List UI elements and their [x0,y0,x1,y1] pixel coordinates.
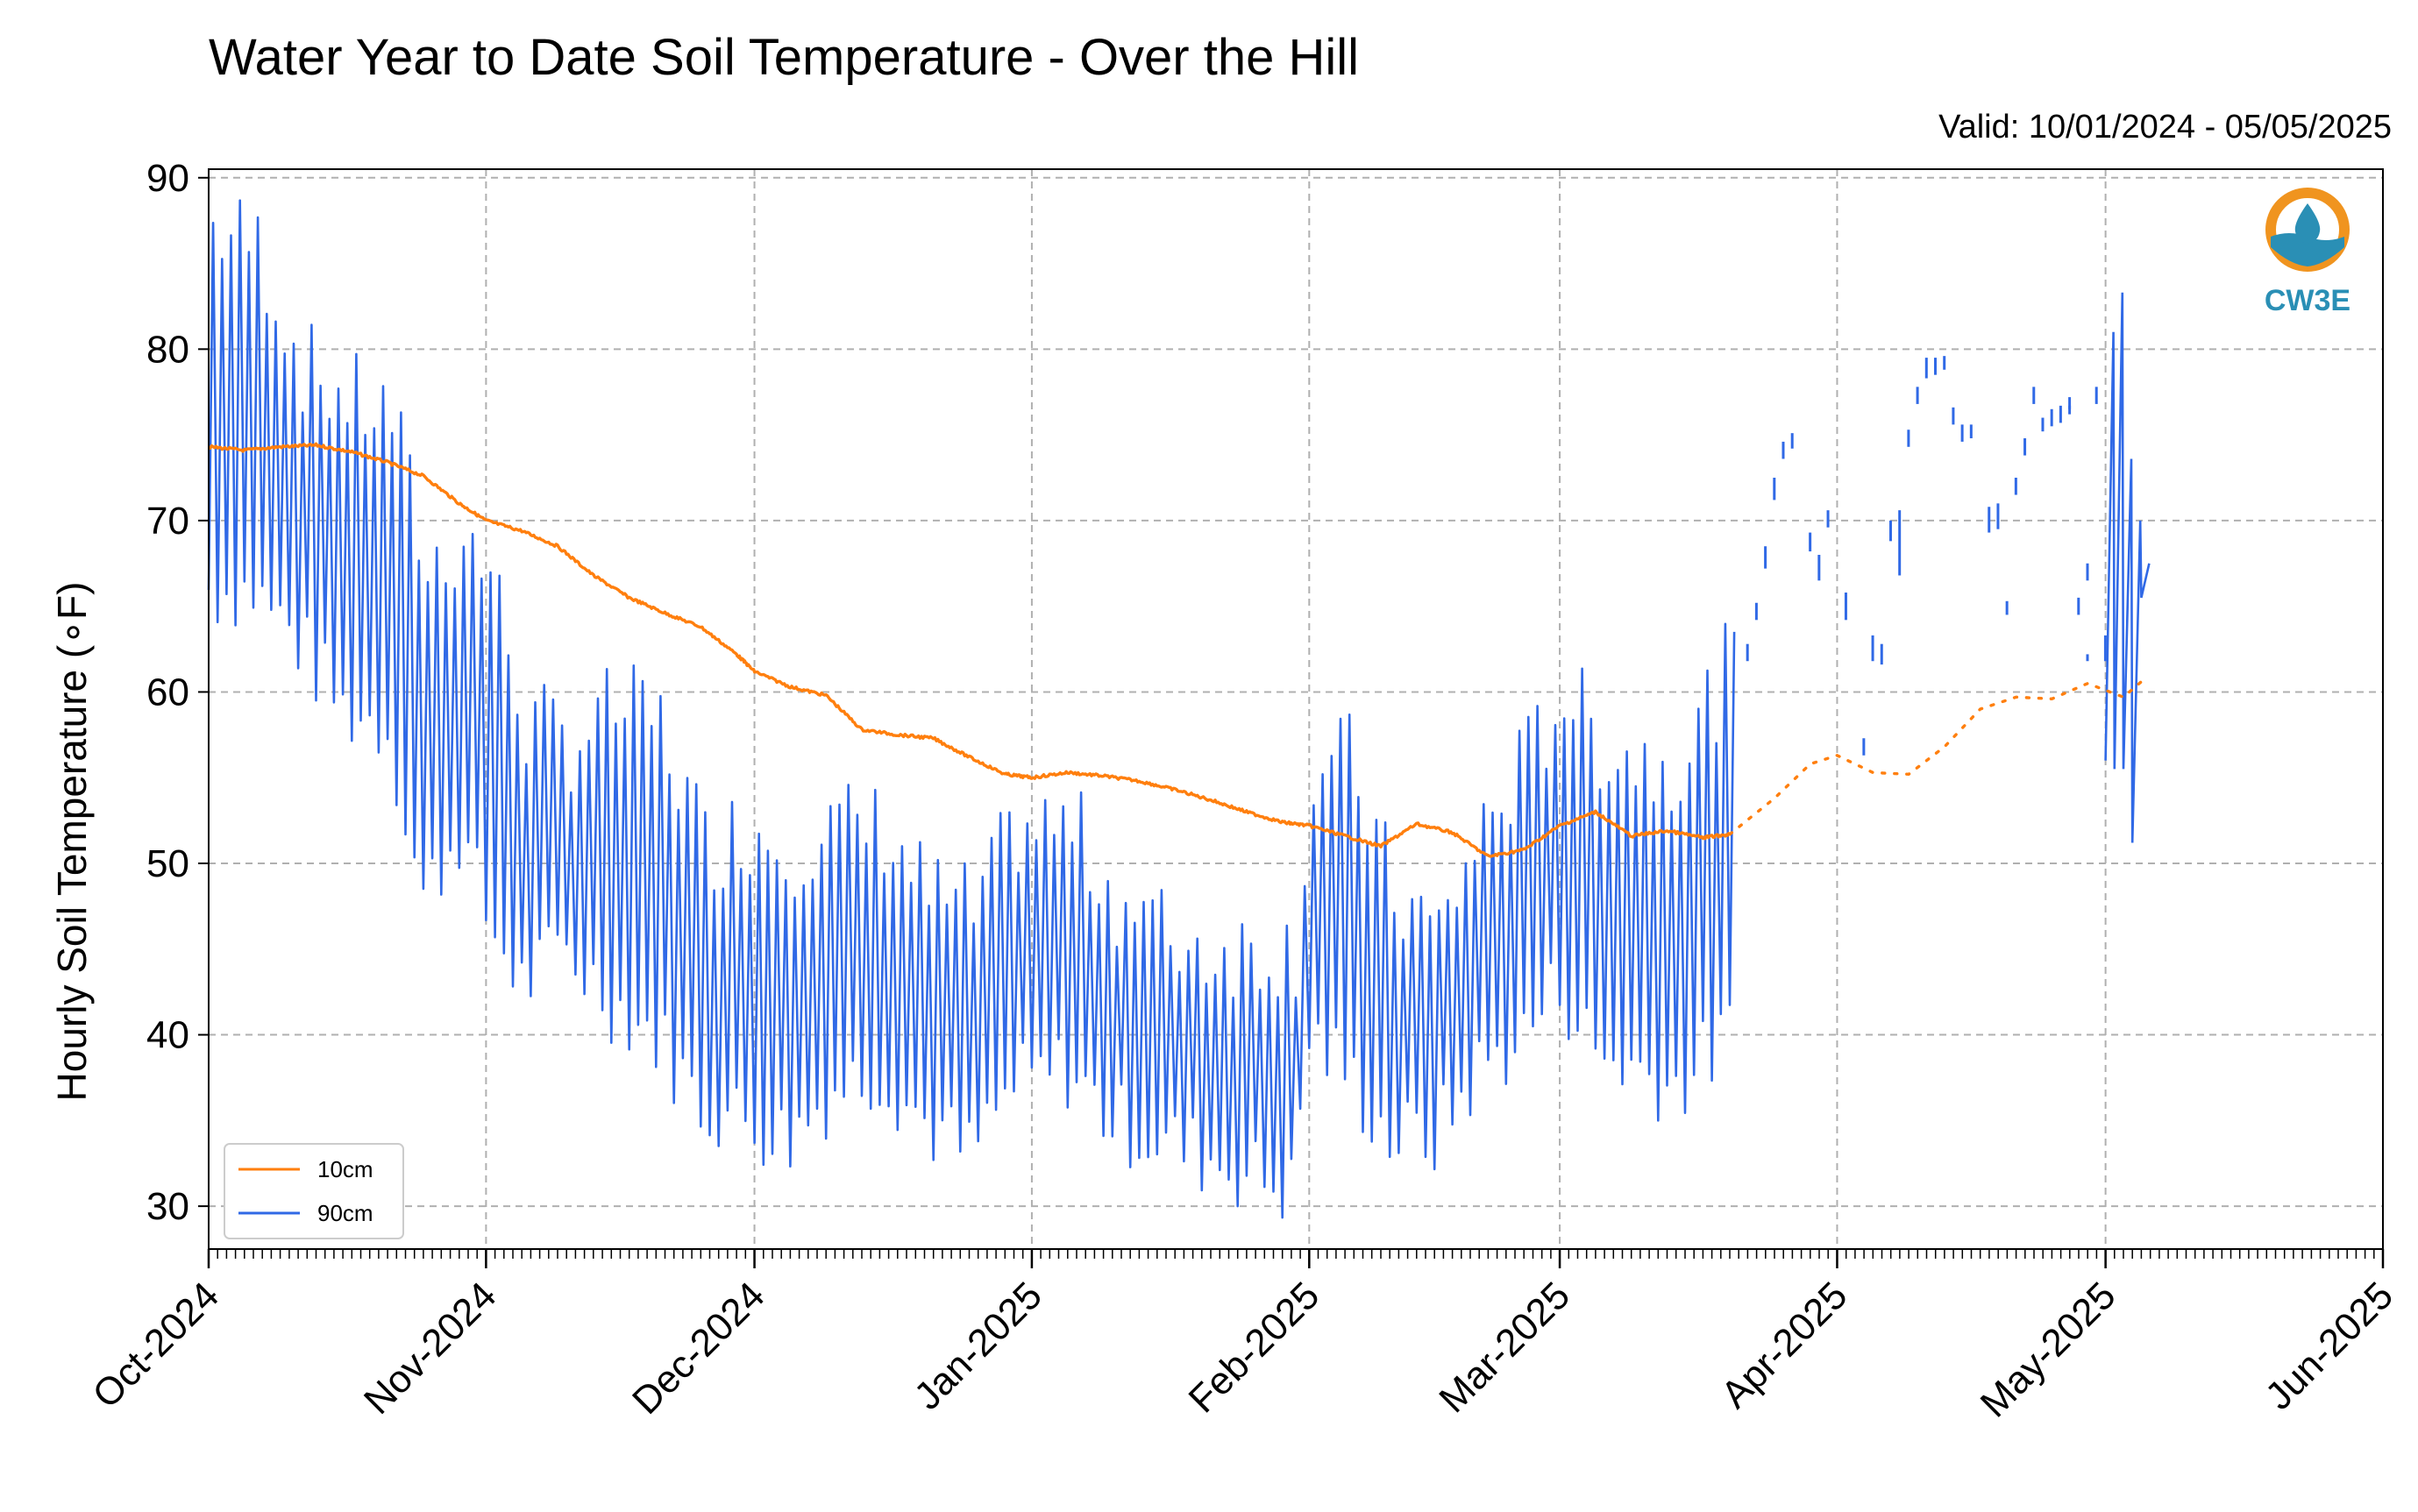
x-tick-label: Oct-2024 [84,1274,227,1416]
x-tick-label: Mar-2025 [1431,1274,1578,1421]
axes-frame [208,168,2384,1250]
y-tick-label: 40 [146,1014,189,1057]
y-tick-label: 80 [146,328,189,371]
cw3e-logo: CW3E [2265,188,2350,317]
y-tick-label: 50 [146,842,189,885]
x-tick-label: Apr-2025 [1713,1274,1856,1416]
legend-box [224,1143,404,1239]
x-minor-ticks [208,1249,2384,1259]
chart-subtitle: Valid: 10/01/2024 - 05/05/2025 [1938,109,2392,146]
x-tick-label: Jan-2025 [907,1274,1050,1417]
y-tick-label: 60 [146,671,189,713]
x-tick-label: Dec-2024 [624,1274,773,1423]
series-10cm-dotted [1728,680,2144,836]
x-tick-label: Feb-2025 [1181,1274,1328,1421]
series-90cm-burst [2104,292,2151,843]
x-tick-label: Jun-2025 [2258,1274,2401,1417]
series-layer [207,199,2151,1219]
chart-title: Water Year to Date Soil Temperature - Ov… [209,29,1360,86]
y-axis-label: Hourly Soil Temperature (∘F) [49,582,95,1102]
series-90cm-line [207,199,1736,1219]
x-tick-label: May-2025 [1973,1274,2124,1425]
logo-drop-icon [2294,203,2321,244]
legend: 10cm 90cm [224,1143,404,1239]
logo-wave-icon [2271,233,2344,266]
y-tick-label: 70 [146,500,189,543]
y-tick-label: 30 [146,1185,189,1228]
y-tick-label: 90 [146,157,189,200]
legend-label-90cm: 90cm [317,1200,373,1226]
series-10cm-line [207,442,1732,858]
x-tick-label: Nov-2024 [356,1274,505,1423]
legend-label-10cm: 10cm [317,1156,373,1182]
logo-text: CW3E [2265,284,2350,317]
